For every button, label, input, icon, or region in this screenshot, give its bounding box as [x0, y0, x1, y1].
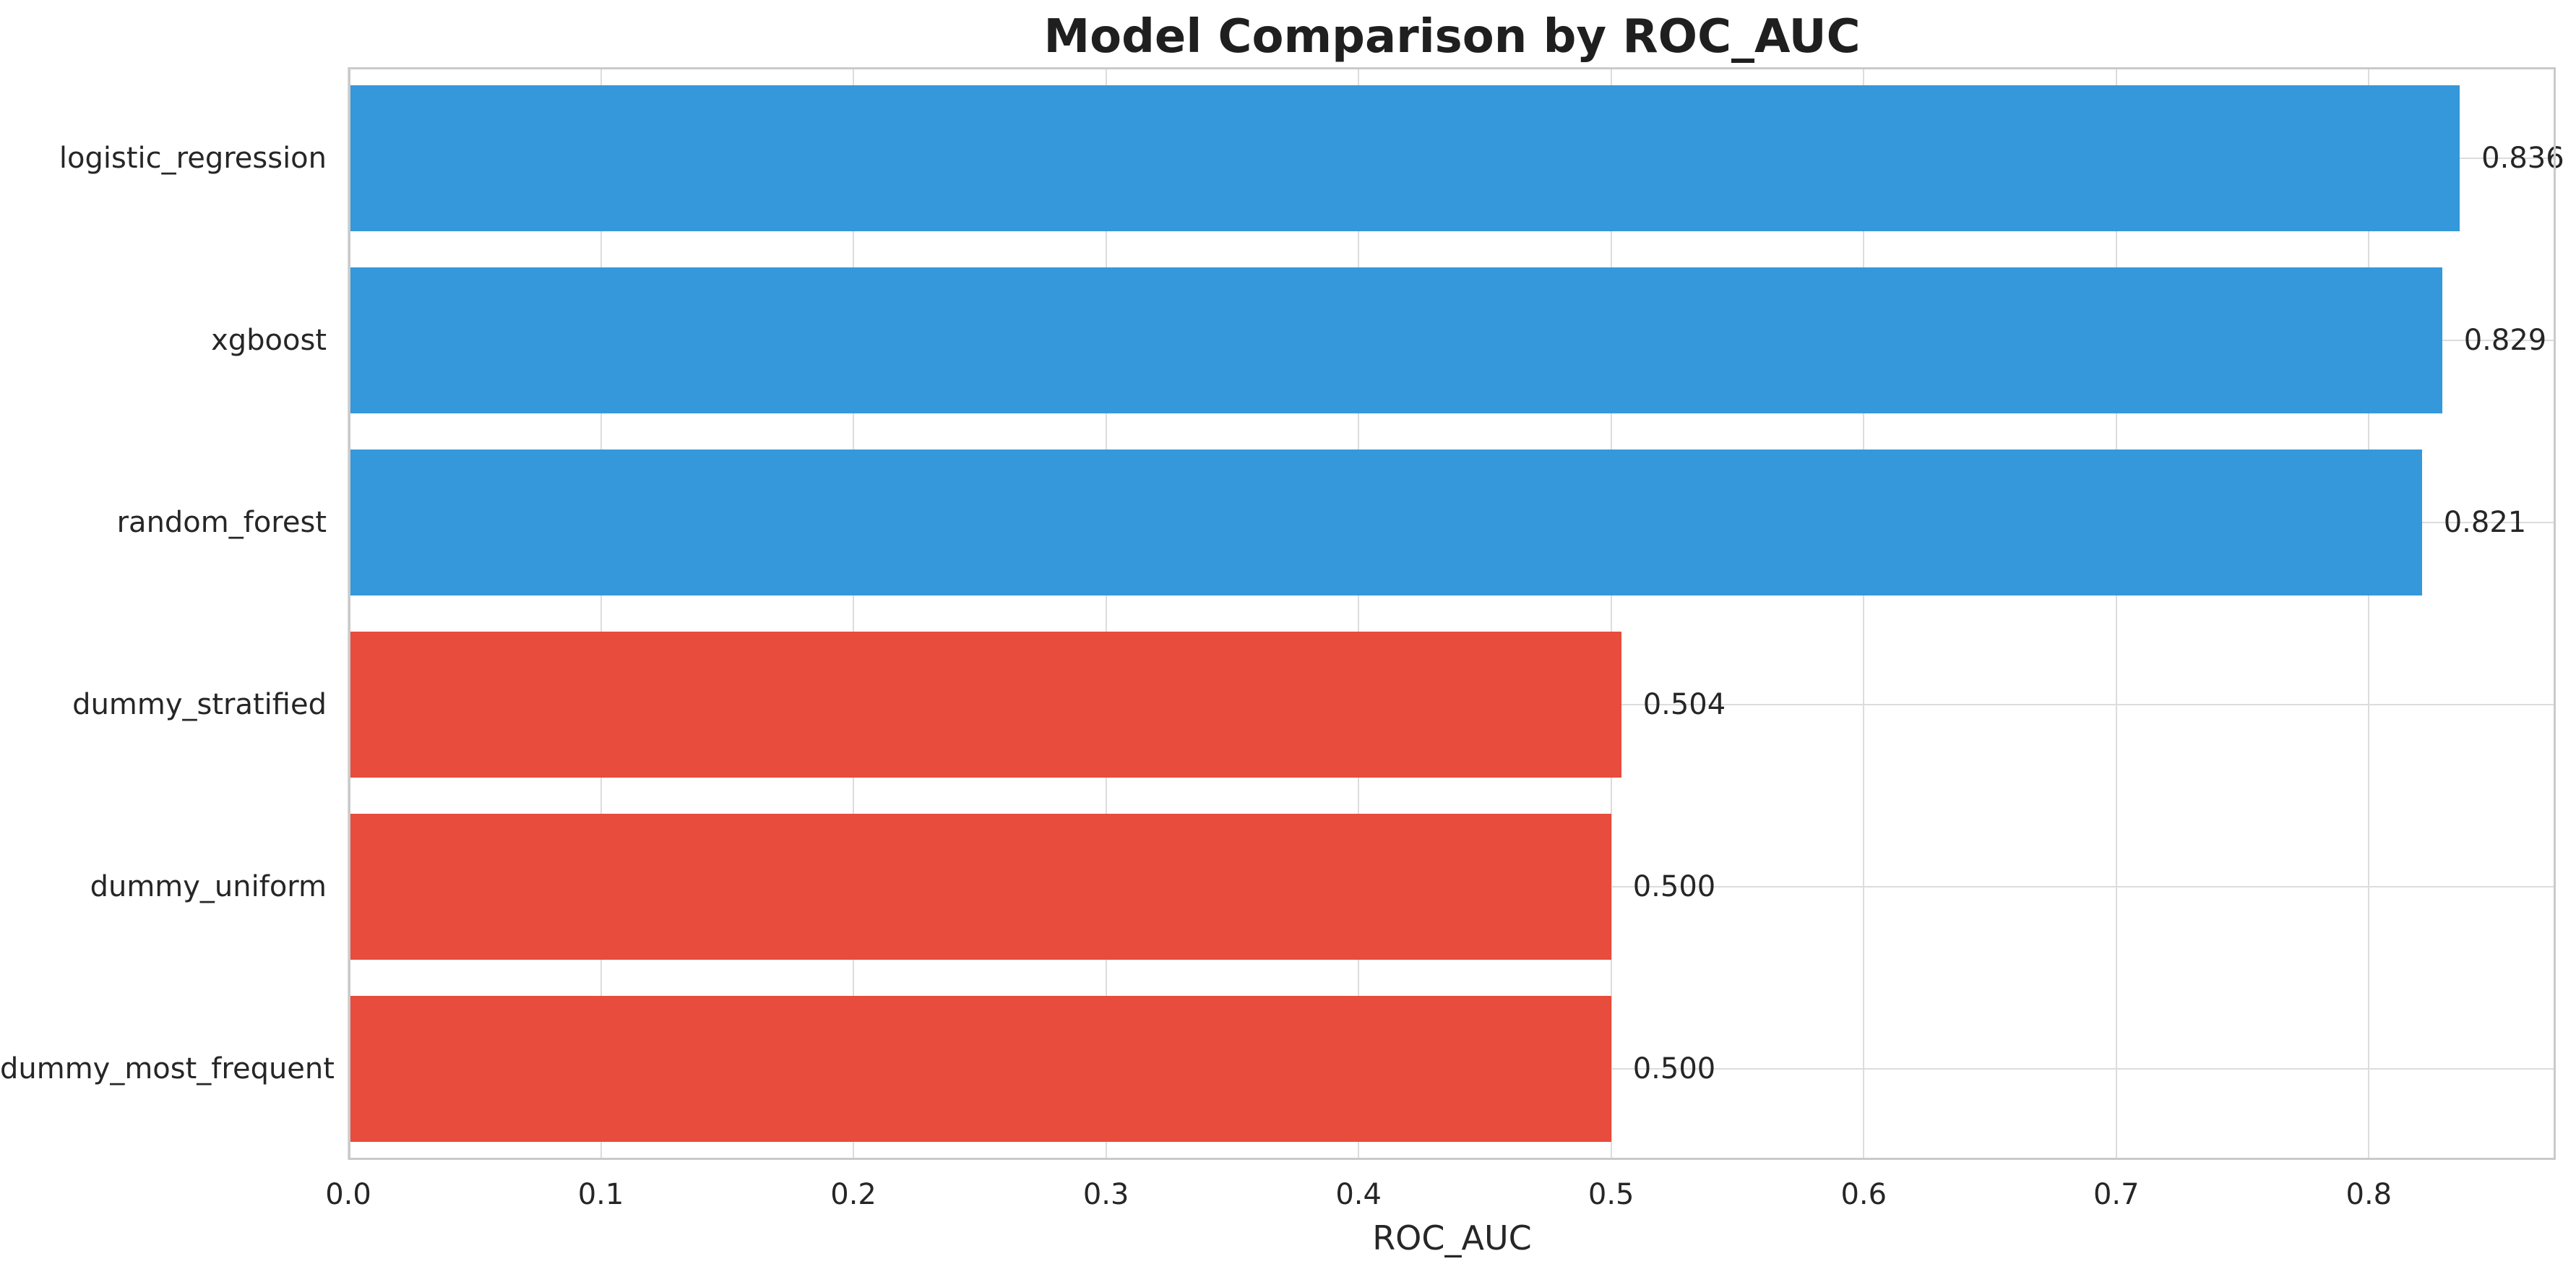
bar-dummy_uniform: [348, 814, 1611, 960]
bar-xgboost: [348, 267, 2442, 413]
grid-vline-0.6: [1863, 67, 1865, 1160]
x-tick-label-0.6: 0.6: [1840, 1178, 1887, 1211]
bar-value-label-dummy_uniform: 0.500: [1632, 870, 1716, 903]
bar-value-label-xgboost: 0.829: [2463, 324, 2547, 357]
y-tick-label-dummy_most_frequent: dummy_most_frequent: [0, 1052, 335, 1085]
grid-vline-0.5: [1610, 67, 1612, 1160]
grid-vline-0.4: [1358, 67, 1360, 1160]
bar-dummy_stratified: [348, 632, 1621, 778]
y-tick-label-dummy_stratified: dummy_stratified: [72, 688, 327, 721]
bar-value-label-logistic_regression: 0.836: [2481, 142, 2564, 175]
x-axis-label: ROC_AUC: [1372, 1218, 1532, 1257]
x-tick-label-0.5: 0.5: [1588, 1178, 1634, 1211]
grid-vline-0.3: [1105, 67, 1107, 1160]
x-tick-label-0.1: 0.1: [577, 1178, 624, 1211]
bar-value-label-dummy_most_frequent: 0.500: [1632, 1052, 1716, 1085]
x-tick-label-0.7: 0.7: [2093, 1178, 2140, 1211]
x-tick-label-0.2: 0.2: [830, 1178, 876, 1211]
bar-logistic_regression: [348, 85, 2460, 231]
x-tick-label-0.8: 0.8: [2345, 1178, 2392, 1211]
grid-vline-0.2: [853, 67, 855, 1160]
grid-vline-0.1: [600, 67, 602, 1160]
bar-value-label-dummy_stratified: 0.504: [1642, 688, 1726, 721]
y-tick-label-logistic_regression: logistic_regression: [59, 142, 327, 175]
x-tick-label-0.4: 0.4: [1335, 1178, 1382, 1211]
y-tick-label-dummy_uniform: dummy_uniform: [90, 870, 327, 903]
plot-area: 0.836 0.829 0.821 0.504 0.500 0.500: [348, 67, 2564, 1160]
bar-dummy_most_frequent: [348, 996, 1611, 1142]
x-tick-label-0.3: 0.3: [1082, 1178, 1129, 1211]
x-tick-label-0.0: 0.0: [325, 1178, 371, 1211]
y-tick-label-random_forest: random_forest: [116, 506, 327, 539]
grid-vline-0.8: [2368, 67, 2370, 1160]
grid-vline-0.7: [2115, 67, 2117, 1160]
y-tick-label-xgboost: xgboost: [211, 324, 327, 357]
bar-random_forest: [348, 450, 2422, 595]
chart-title: Model Comparison by ROC_AUC: [1043, 10, 1861, 64]
bar-value-label-random_forest: 0.821: [2443, 506, 2527, 539]
